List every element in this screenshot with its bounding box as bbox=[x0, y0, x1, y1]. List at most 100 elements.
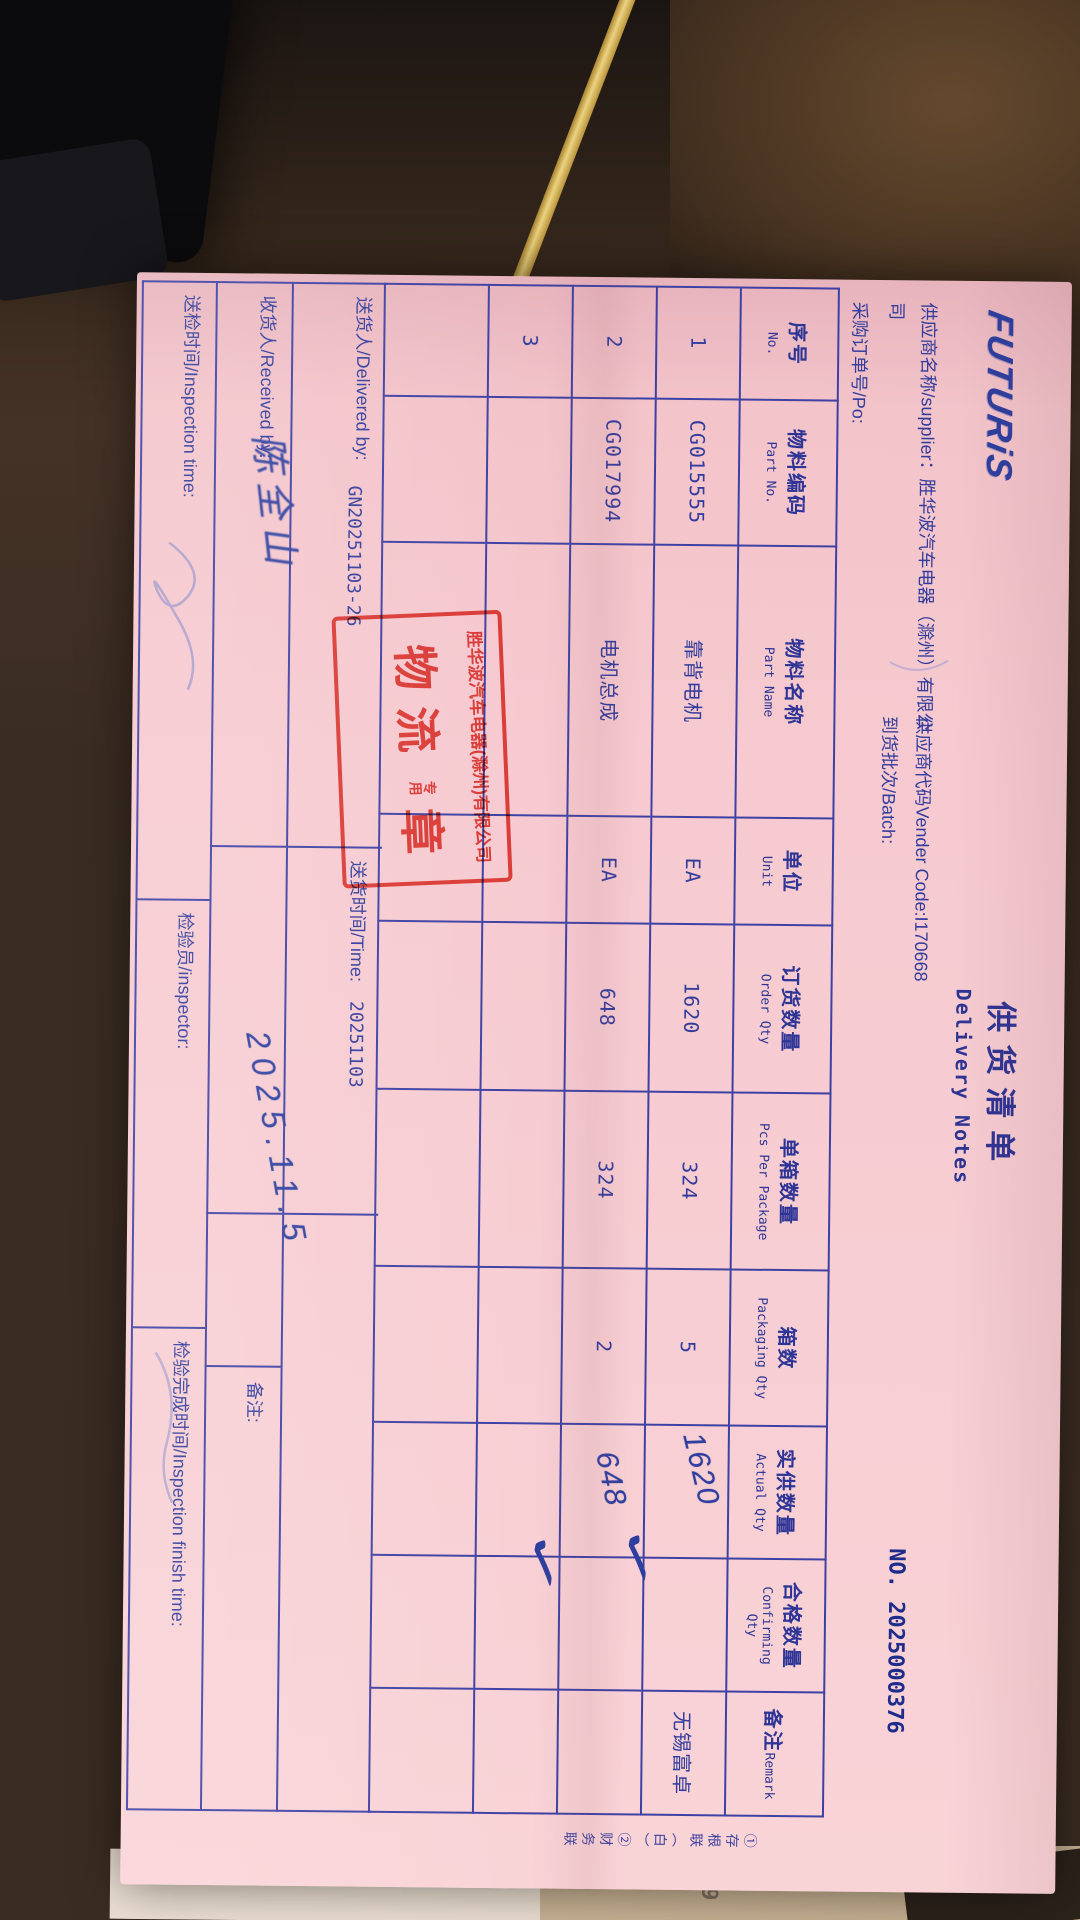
handwritten-actual-qty-1: 1620 bbox=[676, 1429, 726, 1510]
table-header-row: 序号 No. 物料编码 Part No. 物料名称 Part Name 单位 U… bbox=[724, 287, 839, 1817]
delivered-by-label: 送货人/Delivered by: bbox=[352, 296, 374, 461]
cell-actual-qty: 1620 ✓ bbox=[605, 1424, 730, 1598]
remark-label: 备注: bbox=[244, 1381, 265, 1423]
col-pcs-zh: 单箱数量 bbox=[776, 1137, 800, 1227]
cell-remark bbox=[472, 1688, 559, 1814]
col-remark-en: Remark bbox=[761, 1752, 778, 1800]
col-remark: 备注Remark bbox=[724, 1691, 825, 1817]
cell-confirming bbox=[558, 1556, 644, 1691]
cell-packaging: 5 bbox=[645, 1269, 731, 1426]
col-packaging-zh: 箱数 bbox=[775, 1326, 798, 1371]
cell-part-no: CG017994 bbox=[570, 397, 656, 545]
col-unit-zh: 单位 bbox=[780, 849, 803, 894]
floor-background bbox=[670, 0, 1080, 320]
stamp-zhang: 章 bbox=[394, 807, 449, 856]
col-remark-zh: 备注 bbox=[761, 1708, 784, 1753]
remark-cell: 备注: bbox=[199, 1367, 281, 1812]
cell-pcs bbox=[478, 1090, 565, 1269]
cell-unit: EA bbox=[650, 816, 736, 925]
cell-part-name: 靠背电机 bbox=[651, 544, 739, 818]
cell-actual-qty: 648 ✓ bbox=[511, 1424, 646, 1603]
cell-confirming bbox=[370, 1554, 476, 1689]
col-pcs-per-package: 单箱数量 Pcs Per Package bbox=[730, 1092, 831, 1271]
col-pcs-en: Pcs Per Package bbox=[755, 1122, 772, 1241]
col-no-zh: 序号 bbox=[785, 321, 809, 367]
delivery-note-sheet: FUTURiS 供货清单 Delivery Notes NO. 20250003… bbox=[120, 272, 1072, 1894]
cell-actual-qty bbox=[371, 1422, 478, 1557]
inspector-label: 检验员/inspector: bbox=[173, 912, 196, 1050]
col-part-no-en: Part No. bbox=[763, 441, 779, 505]
cell-remark: 无锡富卓 bbox=[640, 1690, 727, 1816]
col-unit: 单位 Unit bbox=[734, 817, 834, 926]
received-by-cell: 收货人/Received by: 陈全山 bbox=[210, 281, 302, 848]
col-part-name-en: Part Name bbox=[760, 646, 777, 718]
col-actual-qty: 实供数量 Actual Qty bbox=[727, 1425, 827, 1560]
cell-confirming bbox=[642, 1557, 728, 1692]
table-row-2: 2 CG017994 电机总成 EA 648 324 2 648 ✓ bbox=[511, 285, 657, 1815]
col-unit-en: Unit bbox=[759, 855, 775, 888]
handwritten-actual-qty-2: 648 bbox=[589, 1448, 633, 1511]
col-actual-en: Actual Qty bbox=[752, 1453, 769, 1532]
col-confirming-qty: 合格数量 Confirming Qty bbox=[726, 1558, 826, 1693]
delivery-note-code: GN20251103-26 bbox=[342, 485, 365, 627]
straw-stick bbox=[498, 0, 653, 320]
cell-pcs bbox=[374, 1088, 481, 1268]
cell-remark bbox=[368, 1687, 475, 1813]
cell-part-no: CG015555 bbox=[654, 398, 740, 546]
vendor-code: 供应商代码Vender Code:I170668 bbox=[910, 716, 934, 982]
col-order-qty-zh: 订货数量 bbox=[778, 965, 802, 1054]
cell-unit: EA bbox=[566, 815, 652, 924]
cell-packaging bbox=[373, 1266, 479, 1424]
empty-cell bbox=[204, 1214, 283, 1369]
col-packaging-qty: 箱数 Packaging Qty bbox=[729, 1269, 829, 1427]
document-title: 供货清单 Delivery Notes bbox=[950, 988, 1027, 1185]
delivery-time-value: 20251103 bbox=[344, 1000, 367, 1088]
supplier-label: 供应商名称/supplier： bbox=[916, 302, 939, 479]
inspection-finish-label: 检验完成时间/Inspection finish time: bbox=[167, 1340, 191, 1627]
cell-part-no bbox=[382, 395, 488, 544]
stamp-main-text: 物流 专用 章 bbox=[383, 616, 460, 883]
col-actual-zh: 实供数量 bbox=[773, 1448, 797, 1537]
empty-cell bbox=[275, 1215, 379, 1813]
cell-part-no bbox=[486, 396, 572, 544]
cell-pcs: 324 bbox=[562, 1090, 649, 1270]
col-order-qty: 订货数量 Order Qty bbox=[732, 924, 833, 1094]
title-chinese: 供货清单 bbox=[981, 1001, 1019, 1174]
po-label: 采购订单号/Po: bbox=[848, 301, 870, 424]
cell-order-qty bbox=[480, 922, 567, 1091]
col-no-en: No. bbox=[764, 331, 780, 356]
col-part-no-zh: 物料编码 bbox=[784, 428, 807, 518]
table-row-1: 1 CG015555 靠背电机 EA 1620 324 5 1620 ✓ 无锡富… bbox=[605, 286, 741, 1816]
col-part-name-zh: 物料名称 bbox=[781, 638, 805, 727]
items-table: 序号 No. 物料编码 Part No. 物料名称 Part Name 单位 U… bbox=[368, 283, 840, 1818]
inspection-time-cell: 送检时间/Inspection time: bbox=[135, 280, 216, 901]
cell-order-qty bbox=[376, 920, 483, 1091]
cell-remark bbox=[556, 1689, 643, 1815]
table-row-3: 3 bbox=[472, 284, 573, 1814]
logistics-stamp: 胜华波汽车电器(滁州)有限公司 物流 专用 章 bbox=[331, 609, 513, 889]
col-packaging-en: Packaging Qty bbox=[753, 1297, 770, 1400]
stamp-wuliu: 物流 bbox=[387, 643, 445, 770]
futuris-logo: FUTURiS bbox=[978, 307, 1022, 486]
table-row-4 bbox=[368, 283, 489, 1813]
col-confirming-en: Confirming Qty bbox=[743, 1586, 775, 1665]
batch-label: 到货批次/Batch: bbox=[878, 716, 900, 845]
cell-order-qty: 648 bbox=[564, 922, 651, 1092]
cell-actual-qty bbox=[475, 1423, 562, 1557]
supplier-line: 供应商名称/supplier：胜华波汽车电器（滁州）有限公司 bbox=[876, 302, 943, 733]
col-order-qty-en: Order Qty bbox=[757, 973, 774, 1045]
title-english: Delivery Notes bbox=[949, 988, 976, 1186]
cell-order-qty: 1620 bbox=[648, 923, 735, 1093]
cell-packaging bbox=[477, 1267, 563, 1425]
cell-pcs: 324 bbox=[646, 1091, 733, 1270]
inspector-cell: 检验员/inspector: bbox=[130, 899, 210, 1330]
cell-packaging: 2 bbox=[561, 1268, 647, 1425]
col-part-no: 物料编码 Part No. bbox=[738, 399, 838, 547]
stamp-small-text: 专用 bbox=[407, 780, 438, 796]
col-confirming-zh: 合格数量 bbox=[779, 1581, 803, 1670]
col-no: 序号 No. bbox=[739, 287, 839, 401]
col-part-name: 物料名称 Part Name bbox=[735, 545, 837, 819]
inspection-time-label: 送检时间/Inspection time: bbox=[179, 294, 202, 498]
cell-part-name: 电机总成 bbox=[567, 543, 655, 817]
